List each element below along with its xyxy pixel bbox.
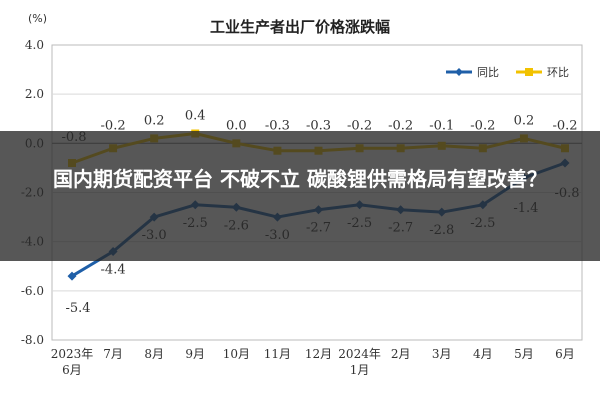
y-tick-label: 2.0 [25, 87, 44, 101]
y-unit-label: (%) [28, 12, 47, 25]
yoy-data-label: -4.4 [101, 263, 126, 278]
x-tick-label: 6月 [555, 347, 575, 361]
mom-data-label: -0.1 [429, 118, 454, 133]
x-tick-label: 12月 [305, 347, 332, 361]
x-tick-label: 7月 [103, 347, 123, 361]
y-tick-label: -8.0 [21, 333, 44, 347]
legend-marker-yoy [455, 68, 463, 76]
mom-data-label: -0.2 [347, 118, 372, 133]
mom-data-label: -0.2 [552, 118, 577, 133]
x-tick-label: 8月 [144, 347, 164, 361]
mom-data-label: 0.2 [144, 113, 165, 128]
y-tick-label: -6.0 [21, 284, 44, 298]
mom-data-label: -0.2 [101, 118, 126, 133]
legend-label-yoy: 同比 [477, 66, 499, 79]
mom-data-label: 0.2 [514, 113, 535, 128]
legend-marker-mom [525, 68, 533, 76]
x-tick-label: 10月 [223, 347, 250, 361]
chart-title: 工业生产者出厂价格涨跌幅 [210, 18, 390, 36]
mom-data-label: -0.3 [265, 118, 290, 133]
x-tick-label: 2月 [391, 347, 411, 361]
yoy-point [67, 271, 77, 281]
x-tick-label: 2023年 6月 [51, 347, 94, 377]
x-tick-label: 11月 [264, 347, 291, 361]
legend: 同比 环比 [446, 66, 569, 79]
mom-data-label: -0.2 [470, 118, 495, 133]
y-tick-label: 4.0 [25, 38, 44, 52]
x-tick-label: 2024年 1月 [338, 347, 381, 377]
headline-overlay [0, 131, 600, 261]
x-tick-label: 3月 [432, 347, 452, 361]
x-tick-label: 5月 [514, 347, 534, 361]
headline-text[interactable]: 国内期货配资平台 不破不立 碳酸锂供需格局有望改善？ [53, 167, 547, 191]
yoy-data-label: -5.4 [65, 301, 90, 316]
legend-label-mom: 环比 [547, 66, 569, 79]
mom-data-label: -0.3 [306, 118, 331, 133]
x-tick-label: 4月 [473, 347, 493, 361]
mom-data-label: 0.4 [185, 109, 206, 124]
mom-data-label: 0.0 [226, 118, 247, 133]
x-tick-label: 9月 [185, 347, 205, 361]
x-axis: 2023年 6月 7月 8月 9月 10月 11月 12月 2024年 1月 2月 3月 4月 5月 6月 [51, 347, 575, 377]
mom-data-label: -0.2 [388, 118, 413, 133]
